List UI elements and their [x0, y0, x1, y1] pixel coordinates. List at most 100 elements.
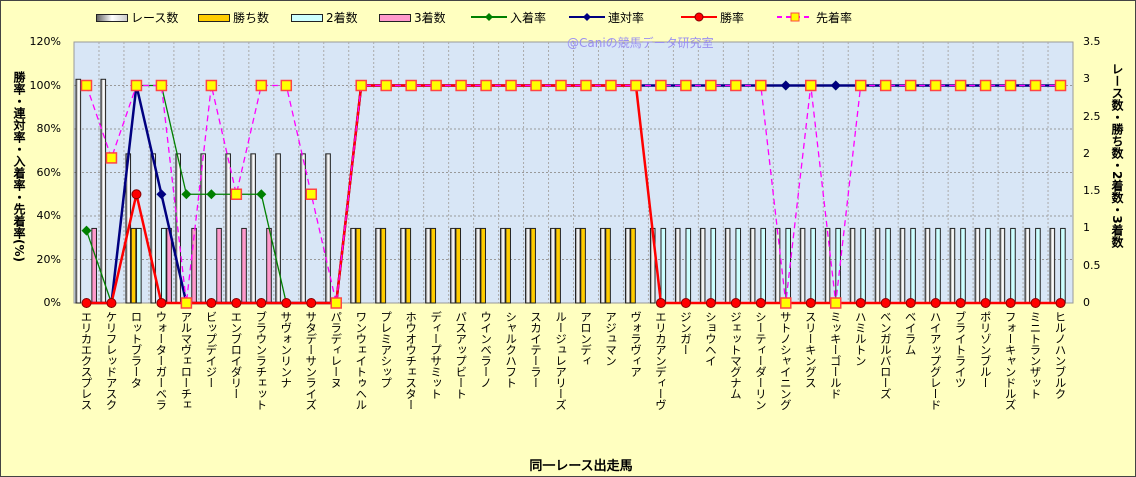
point-入着率-4 — [181, 189, 192, 200]
point-先着率-28 — [780, 297, 792, 309]
x-tick-label: スリーキングス — [803, 311, 818, 388]
bar-レース数-37 — [999, 227, 1006, 304]
bar-2着数-27 — [760, 227, 767, 304]
point-先着率-6 — [230, 188, 243, 200]
point-先着率-29 — [805, 79, 817, 92]
point-先着率-26 — [730, 79, 742, 92]
bar-レース数-38 — [1024, 227, 1031, 304]
bar-3着数-7 — [266, 227, 272, 304]
point-勝率-26 — [730, 298, 741, 308]
line-先着率 — [85, 84, 1061, 304]
legend-swatch — [681, 11, 717, 25]
bar-2着数-34 — [935, 227, 941, 304]
point-先着率-14 — [430, 79, 442, 92]
point-勝率-24 — [680, 298, 691, 308]
x-tick-label: シーティーダーリン — [753, 311, 768, 410]
bar-レース数-1 — [100, 78, 107, 304]
left-tick-label: 40% — [36, 209, 61, 222]
point-勝率-37 — [1005, 298, 1016, 308]
legend-swatch — [471, 11, 507, 25]
x-tick-label: パラディレーヌ — [329, 311, 344, 388]
right-tick-label: 2 — [1083, 146, 1090, 160]
point-勝率-0 — [81, 298, 92, 308]
x-tick-label: プレミアシップ — [379, 311, 394, 388]
x-tick-label: ブラウンラチェット — [254, 311, 269, 410]
bar-レース数-3 — [150, 153, 157, 304]
point-先着率-7 — [255, 79, 268, 92]
legend-item: 連対率 — [569, 9, 644, 26]
bar-レース数-27 — [749, 227, 756, 304]
bar-レース数-22 — [624, 227, 631, 304]
bar-レース数-25 — [699, 227, 706, 304]
point-勝率-34 — [930, 298, 941, 308]
point-先着率-0 — [80, 79, 93, 92]
point-先着率-20 — [580, 79, 592, 92]
bar-レース数-30 — [824, 227, 831, 304]
bar-レース数-6 — [225, 153, 231, 304]
bar-2着数-39 — [1060, 227, 1066, 304]
point-勝率-39 — [1055, 298, 1066, 308]
bar-2着数-35 — [960, 227, 966, 304]
bar-レース数-32 — [874, 227, 881, 304]
left-tick-label: 60% — [36, 165, 61, 179]
legend-label: 2着数 — [326, 11, 358, 25]
point-先着率-21 — [605, 79, 617, 92]
point-先着率-32 — [879, 79, 892, 92]
point-先着率-39 — [1054, 79, 1067, 92]
bar-勝ち数-15 — [455, 227, 462, 304]
point-先着率-36 — [979, 79, 992, 92]
bar-勝ち数-20 — [580, 227, 586, 304]
point-勝率-35 — [955, 298, 966, 308]
bar-2着数-25 — [710, 227, 717, 304]
bar-2着数-33 — [910, 227, 916, 304]
x-tick-label: ハミルトン — [853, 311, 868, 366]
point-先着率-2 — [130, 79, 143, 92]
right-tick-label: 3.5 — [1083, 35, 1101, 48]
bar-勝ち数-12 — [380, 227, 387, 304]
bar-2着数-37 — [1010, 227, 1016, 304]
bar-勝ち数-17 — [505, 227, 511, 304]
point-先着率-4 — [180, 297, 193, 309]
bar-レース数-7 — [250, 153, 256, 304]
left-tick-label: 120% — [29, 35, 61, 48]
bar-勝ち数-11 — [355, 227, 362, 304]
bar-レース数-0 — [75, 78, 82, 304]
left-axis-title: 勝率・連対率・入着率・先着率(%) — [12, 71, 26, 262]
legend-swatch — [777, 11, 813, 25]
x-tick-label: ベンガルバローズ — [878, 311, 893, 399]
point-先着率-31 — [854, 79, 867, 92]
legend-item: 入着率 — [471, 9, 546, 26]
bar-2着数-32 — [885, 227, 891, 304]
point-先着率-18 — [530, 79, 542, 92]
bar-レース数-8 — [275, 153, 281, 304]
point-先着率-1 — [105, 152, 118, 164]
point-入着率-5 — [206, 189, 217, 200]
point-先着率-23 — [655, 79, 667, 92]
x-tick-label: ワンウェイトゥヘル — [354, 311, 369, 410]
point-先着率-3 — [155, 79, 168, 92]
point-勝率-33 — [905, 298, 916, 308]
bar-2着数-31 — [860, 227, 866, 304]
x-tick-label: ロットブラータ — [129, 311, 144, 388]
left-tick-label: 0% — [43, 296, 61, 309]
right-tick-label: 1 — [1083, 221, 1090, 235]
legend-label: 連対率 — [608, 11, 645, 25]
left-tick-label: 20% — [36, 252, 61, 266]
x-tick-label: サヴォンリンナ — [279, 311, 294, 388]
point-勝率-25 — [705, 298, 716, 308]
point-先着率-15 — [455, 79, 467, 92]
point-先着率-19 — [555, 79, 567, 92]
point-勝率-6 — [231, 298, 242, 308]
x-tick-label: エンブロイダリー — [229, 311, 244, 399]
bar-勝ち数-19 — [555, 227, 561, 304]
point-先着率-25 — [705, 79, 717, 92]
bar-レース数-28 — [774, 227, 781, 304]
point-先着率-37 — [1004, 79, 1017, 92]
point-先着率-34 — [929, 79, 942, 92]
legend-label: レース数 — [131, 11, 179, 25]
legend-item: レース数 — [96, 9, 178, 26]
left-tick-label: 100% — [29, 78, 61, 92]
legend-swatch — [569, 11, 605, 25]
legend-item: 勝率 — [681, 9, 744, 26]
right-tick-label: 3 — [1083, 72, 1090, 86]
